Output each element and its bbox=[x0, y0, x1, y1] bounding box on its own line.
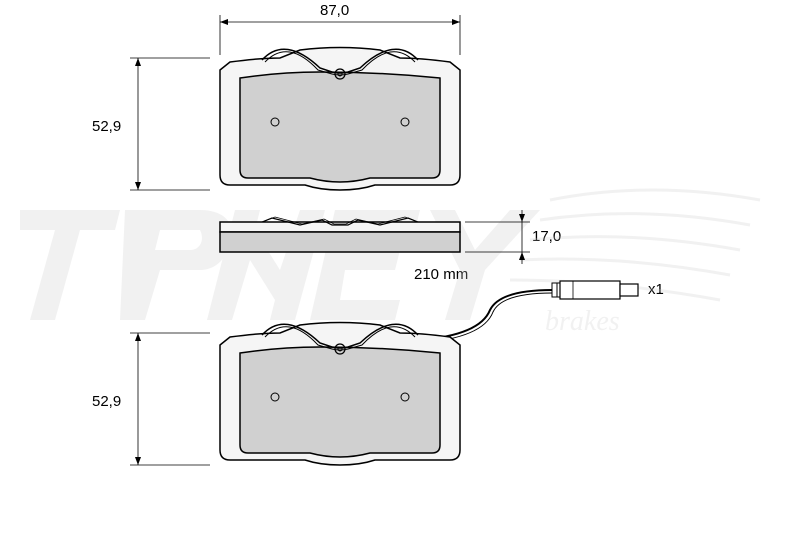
thickness-dimension bbox=[465, 210, 530, 264]
height-dimension-top bbox=[130, 58, 210, 190]
brake-pad-diagram: brakes bbox=[0, 0, 800, 534]
bottom-brake-pad bbox=[220, 323, 460, 466]
top-brake-pad bbox=[220, 48, 460, 191]
height-dimension-bottom bbox=[130, 333, 210, 465]
side-brake-pad bbox=[220, 217, 460, 252]
technical-drawing bbox=[0, 0, 800, 534]
